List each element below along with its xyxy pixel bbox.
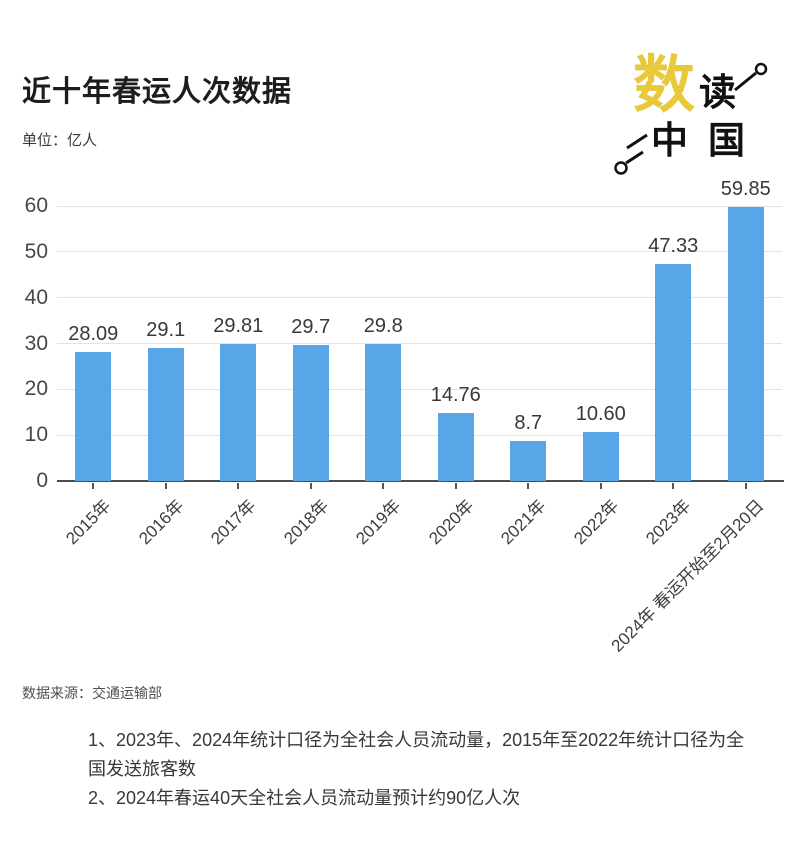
x-axis-tick	[237, 483, 240, 489]
bar	[147, 348, 184, 481]
logo-char-shu: 数	[633, 48, 696, 121]
bar-value-label: 29.8	[363, 315, 403, 337]
bar	[365, 344, 402, 481]
data-source: 数据来源：交通运输部	[22, 685, 162, 701]
bar-value-label: 29.81	[213, 315, 264, 337]
y-axis-tick-label: 60	[24, 194, 48, 217]
y-axis-tick-label: 30	[24, 331, 48, 355]
bar-value-label: 29.1	[146, 319, 186, 341]
bar	[75, 352, 112, 481]
y-axis-tick-label: 20	[24, 377, 48, 401]
chart-title: 近十年春运人次数据	[22, 76, 293, 108]
bar	[727, 207, 764, 481]
gridline	[57, 205, 782, 207]
x-axis-tick	[309, 483, 312, 489]
shudu-zhongguo-logo: 数 读 中国	[605, 50, 780, 185]
gridline	[57, 251, 782, 253]
bar	[582, 432, 619, 481]
gridline	[57, 434, 782, 436]
logo-needle-icon	[614, 62, 768, 175]
gridline	[57, 388, 782, 390]
gridline	[57, 343, 782, 344]
bar-value-label: 10.60	[575, 403, 626, 425]
bar	[292, 345, 329, 481]
y-axis-tick-label: 40	[24, 285, 48, 309]
logo-char-du: 读	[699, 70, 736, 114]
footnote-1: 1、2023年、2024年统计口径为全社会人员流动量，2015年至2022年统计…	[88, 730, 745, 779]
gridline	[57, 297, 782, 299]
x-axis-tick	[744, 483, 747, 489]
x-axis-tick	[92, 483, 95, 489]
bar-value-label: 47.33	[648, 235, 699, 257]
footnotes: 1、2023年、2024年统计口径为全社会人员流动量，2015年至2022年统计…	[88, 726, 750, 813]
bar	[655, 264, 692, 481]
bar-value-label: 8.7	[514, 412, 543, 434]
unit-label: 单位：亿人	[22, 132, 98, 149]
x-axis-tick	[164, 483, 167, 489]
bar-value-label: 14.76	[430, 384, 481, 406]
logo-chars-zhongguo: 中国	[651, 118, 765, 162]
y-axis-tick-label: 0	[36, 469, 48, 492]
bar	[220, 344, 257, 481]
bar-value-label: 59.85	[720, 178, 771, 200]
x-axis-tick	[527, 483, 530, 489]
x-axis-tick	[599, 483, 602, 489]
x-axis-line	[57, 480, 784, 482]
x-axis-tick	[382, 483, 385, 489]
y-axis-tick-label: 50	[24, 239, 48, 263]
bar-value-label: 28.09	[68, 323, 119, 345]
x-axis-tick	[672, 483, 675, 489]
y-axis-tick-label: 10	[24, 423, 48, 447]
footnote-2: 2、2024年春运40天全社会人员流动量预计约90亿人次	[88, 788, 521, 808]
x-axis-tick	[454, 483, 457, 489]
bar	[437, 413, 474, 481]
bar	[510, 441, 547, 481]
bar-value-label: 29.7	[291, 316, 331, 338]
